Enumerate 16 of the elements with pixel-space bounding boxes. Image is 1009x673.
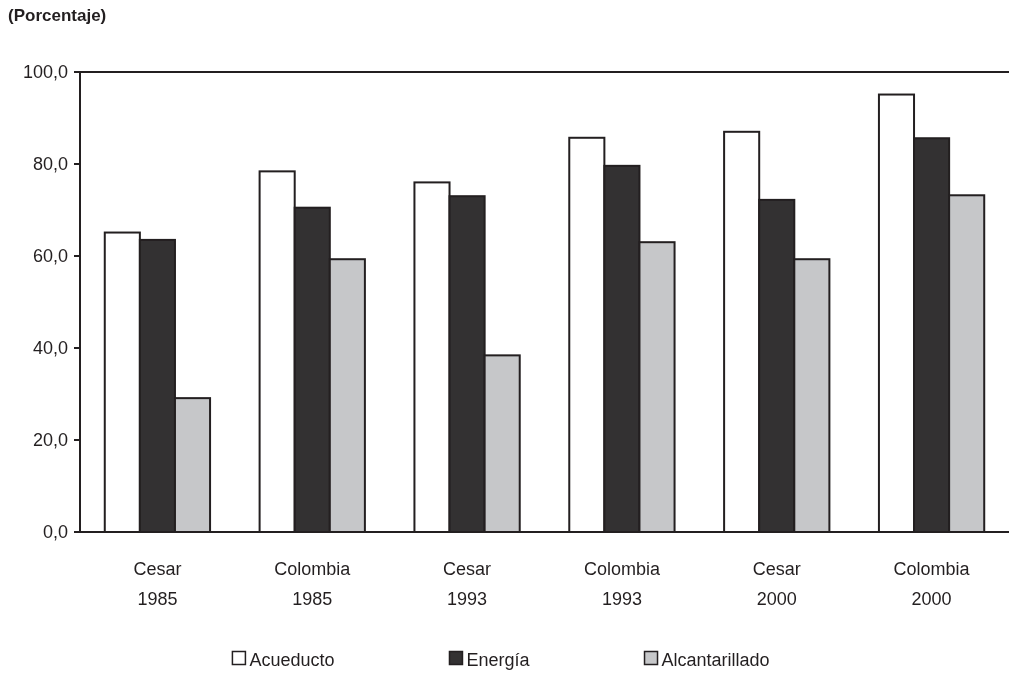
x-tick-label: Colombia 1985: [274, 559, 352, 610]
x-tick-label: Cesar 2000: [752, 559, 801, 610]
legend-label: Alcantarillado: [661, 650, 770, 671]
legend-label: Acueducto: [249, 650, 335, 671]
legend-label: Energía: [466, 650, 531, 671]
y-tick-label: 0,0: [42, 522, 68, 543]
y-tick-label: 100,0: [22, 62, 68, 83]
y-tick-label: 80,0: [32, 154, 68, 175]
y-tick-label: 40,0: [32, 338, 68, 359]
x-tick-label: Colombia 2000: [893, 559, 971, 610]
y-tick-label: 20,0: [32, 430, 68, 451]
x-tick-label: Cesar 1985: [133, 559, 182, 610]
x-tick-label: Colombia 1993: [583, 559, 661, 610]
y-tick-label: 60,0: [32, 246, 68, 267]
x-tick-label: Cesar 1993: [443, 559, 492, 610]
y-axis-title: (Porcentaje): [8, 6, 107, 25]
